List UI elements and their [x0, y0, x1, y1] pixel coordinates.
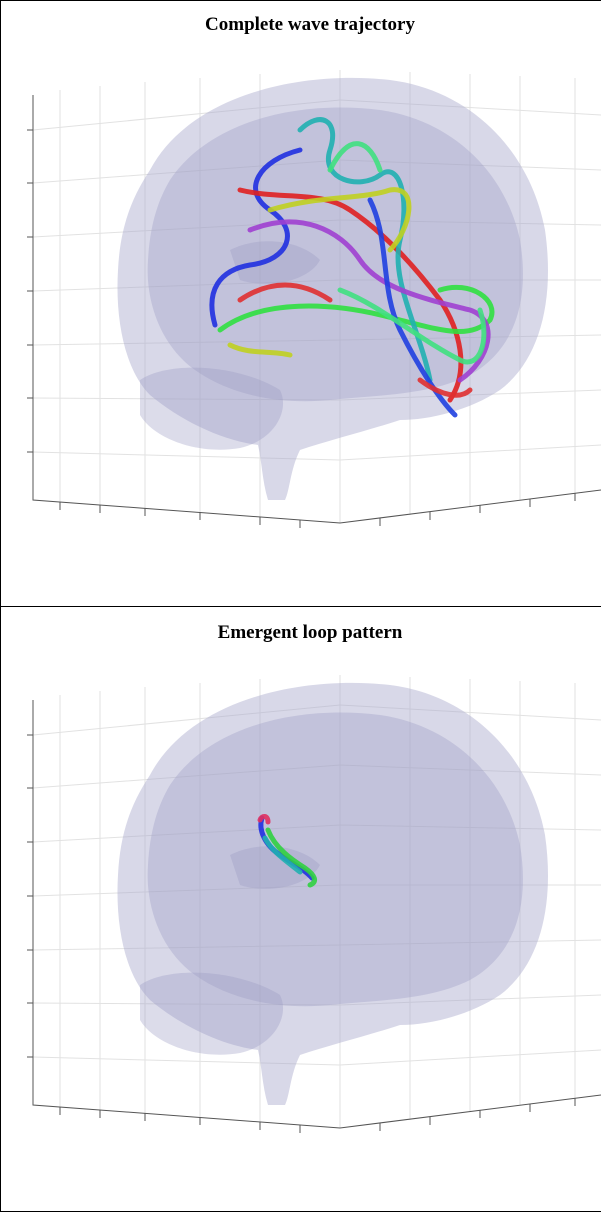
tube: [367, 197, 458, 418]
wave-trajectories: [209, 117, 495, 418]
loop-pattern: [257, 814, 318, 888]
tube: [217, 284, 495, 334]
panel-title: Complete wave trajectory: [205, 14, 415, 35]
tube: [247, 219, 491, 383]
tube: [209, 147, 303, 328]
tube: [227, 187, 412, 358]
brain: [117, 682, 548, 1105]
tube: [327, 141, 487, 365]
panel-title: Emergent loop pattern: [218, 622, 403, 643]
tube: [262, 835, 303, 875]
tube: [257, 814, 271, 825]
tube: [265, 827, 318, 888]
tube: [237, 282, 473, 398]
